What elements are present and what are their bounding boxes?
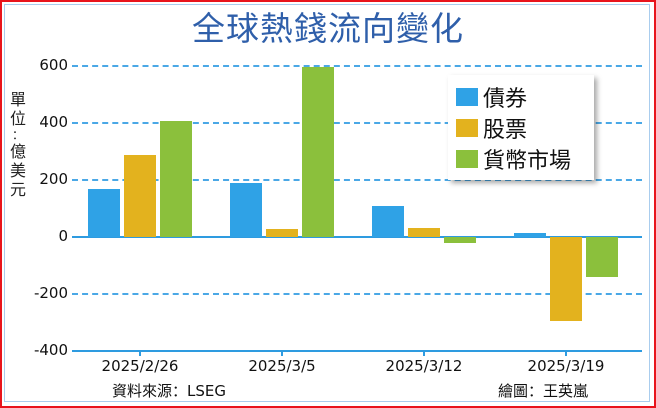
bar-money-market	[444, 237, 476, 243]
y-axis-unit-label: 單 位 ： 億 美 元	[8, 90, 28, 199]
legend-item-stocks: 股票	[456, 114, 528, 143]
credit-note: 繪圖：王英嵐	[498, 382, 589, 400]
legend: 債券 股票 貨幣市場	[448, 75, 594, 180]
legend-label: 股票	[483, 118, 528, 143]
bar-bonds	[514, 232, 546, 237]
legend-swatch-stocks	[456, 119, 478, 137]
bar-money-market	[160, 120, 192, 237]
bar-stocks	[266, 228, 298, 237]
legend-label: 債券	[483, 87, 528, 112]
chart-title: 全球熱錢流向變化	[192, 9, 464, 48]
legend-swatch-money-market	[456, 150, 478, 168]
bar-stocks	[408, 228, 440, 237]
x-tick-label: 2025/3/5	[248, 357, 316, 375]
y-tick-label: 0	[58, 227, 68, 245]
legend-item-money-market: 貨幣市場	[456, 145, 572, 174]
bar-stocks	[124, 154, 156, 237]
bar-money-market	[302, 66, 334, 237]
gridline	[72, 122, 642, 124]
x-tick-label: 2025/3/19	[527, 357, 605, 375]
x-tick	[281, 351, 283, 356]
bar-bonds	[230, 183, 262, 237]
unit-char: 位	[9, 109, 26, 128]
x-tick-label: 2025/3/12	[385, 357, 463, 375]
unit-char: 元	[9, 180, 26, 199]
bar-stocks	[550, 237, 582, 322]
legend-item-bonds: 債券	[456, 83, 528, 112]
bar-bonds	[88, 188, 120, 237]
y-tick-label: -200	[33, 284, 68, 302]
unit-char: ：	[11, 128, 24, 142]
inner-border	[4, 4, 650, 402]
y-tick-label: 200	[39, 170, 68, 188]
x-tick	[565, 351, 567, 356]
legend-swatch-bonds	[456, 88, 478, 106]
x-axis-line	[72, 350, 642, 352]
zero-axis-line	[72, 236, 642, 238]
bar-bonds	[372, 206, 404, 237]
unit-char: 億	[9, 142, 26, 161]
unit-char: 美	[9, 161, 26, 180]
gridline	[72, 179, 642, 181]
x-tick	[423, 351, 425, 356]
x-tick	[139, 351, 141, 356]
unit-char: 單	[9, 90, 26, 109]
legend-label: 貨幣市場	[483, 149, 572, 174]
y-tick-label: 600	[39, 56, 68, 74]
y-tick-label: -400	[33, 341, 68, 359]
gridline	[72, 65, 642, 67]
gridline	[72, 293, 642, 295]
source-note: 資料來源：LSEG	[112, 382, 226, 400]
x-tick-label: 2025/2/26	[101, 357, 179, 375]
bar-money-market	[586, 237, 618, 278]
y-tick-label: 400	[39, 113, 68, 131]
